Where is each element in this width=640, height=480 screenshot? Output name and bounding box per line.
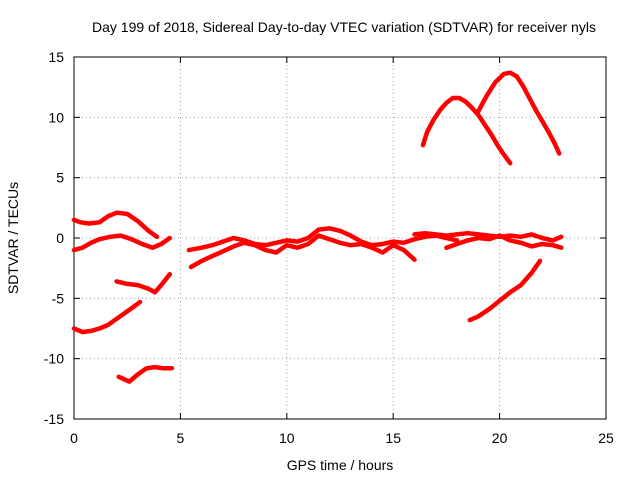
x-tick-label: 5 — [177, 430, 185, 446]
y-axis-label: SDTVAR / TECUs — [5, 182, 21, 294]
x-axis-label: GPS time / hours — [287, 457, 394, 473]
series-line-arc-3 — [114, 271, 173, 295]
y-tick-label: 15 — [48, 49, 64, 65]
x-tick-label: 0 — [70, 430, 78, 446]
series-line-arc-7 — [188, 233, 417, 270]
grid-layer — [74, 57, 606, 419]
series-line-arc-1 — [71, 210, 160, 240]
series-line-arc-5 — [116, 364, 175, 384]
y-tick-label: 5 — [56, 170, 64, 186]
chart-title: Day 199 of 2018, Sidereal Day-to-day VTE… — [92, 19, 596, 35]
series-line-arc-6 — [186, 226, 460, 253]
y-tick-label: 10 — [48, 109, 64, 125]
y-tick-label: -10 — [44, 351, 64, 367]
series-line-arc-12 — [467, 258, 543, 323]
series-line-arc-2 — [71, 233, 173, 253]
series-line-arc-8 — [412, 230, 564, 243]
series-line-arc-9 — [444, 233, 564, 250]
y-tick-label: -5 — [52, 290, 65, 306]
series-line-arc-4 — [71, 299, 143, 335]
x-tick-label: 10 — [279, 430, 295, 446]
x-tick-label: 25 — [598, 430, 614, 446]
y-tick-label: -15 — [44, 411, 64, 427]
series-layer — [71, 70, 564, 384]
series-line-arc-11 — [476, 70, 562, 156]
x-tick-label: 20 — [492, 430, 508, 446]
y-tick-label: 0 — [56, 230, 64, 246]
x-tick-label: 15 — [385, 430, 401, 446]
series-line-arc-10 — [420, 95, 513, 166]
tick-layer: 0 5 10 15 20 25 -15 -10 -5 0 5 10 15 — [44, 49, 614, 446]
